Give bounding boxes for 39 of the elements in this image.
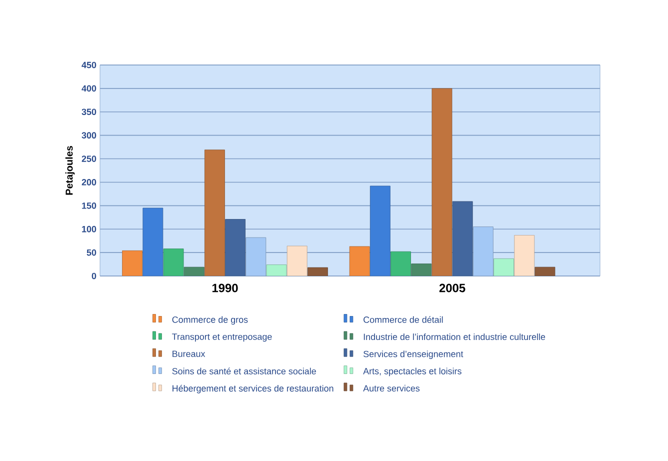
bar [286, 246, 308, 276]
legend-label: Soins de santé et assistance sociale [172, 368, 316, 374]
legend-label: Industrie de l’information et industrie culturelle [364, 333, 546, 340]
legend-label: Transport et entreposage [172, 334, 272, 342]
y-tick-label: 300 [82, 132, 96, 139]
y-tick-label: 0 [92, 272, 96, 280]
legend-label: Arts, spectacles et loisirs [363, 368, 462, 376]
bar [142, 208, 164, 276]
bar [246, 237, 266, 276]
y-tick-label: 100 [82, 226, 96, 232]
y-tick-label: 350 [82, 108, 96, 116]
bar [494, 258, 514, 276]
y-tick-label: 450 [82, 62, 96, 68]
x-tick-label: 2005 [439, 284, 466, 292]
legend-label: Autre services [363, 384, 420, 392]
y-tick-label: 50 [86, 249, 96, 256]
legend-label: Commerce de détail [364, 316, 443, 323]
bar [452, 201, 473, 276]
bar [370, 186, 390, 276]
y-tick-label: 150 [82, 202, 96, 209]
y-tick-label: 250 [82, 156, 96, 162]
bar [204, 150, 225, 276]
legend-label: Services d’enseignement [364, 350, 464, 359]
x-tick-label: 1990 [212, 284, 238, 292]
y-axis-title: Petajoules [65, 146, 75, 195]
bar [349, 246, 370, 276]
bar [225, 219, 246, 276]
bar [390, 251, 411, 276]
y-tick-label: 200 [82, 179, 96, 186]
legend-label: Commerce de gros [172, 316, 248, 325]
legend-label: Bureaux [172, 350, 206, 358]
bar [472, 226, 494, 276]
bar [411, 264, 432, 276]
bar [122, 250, 143, 276]
y-tick-label: 400 [82, 85, 96, 92]
legend-label: Hébergement et services de restauration [172, 384, 334, 394]
bar [163, 248, 184, 276]
bar [432, 88, 452, 276]
bar [514, 235, 535, 276]
